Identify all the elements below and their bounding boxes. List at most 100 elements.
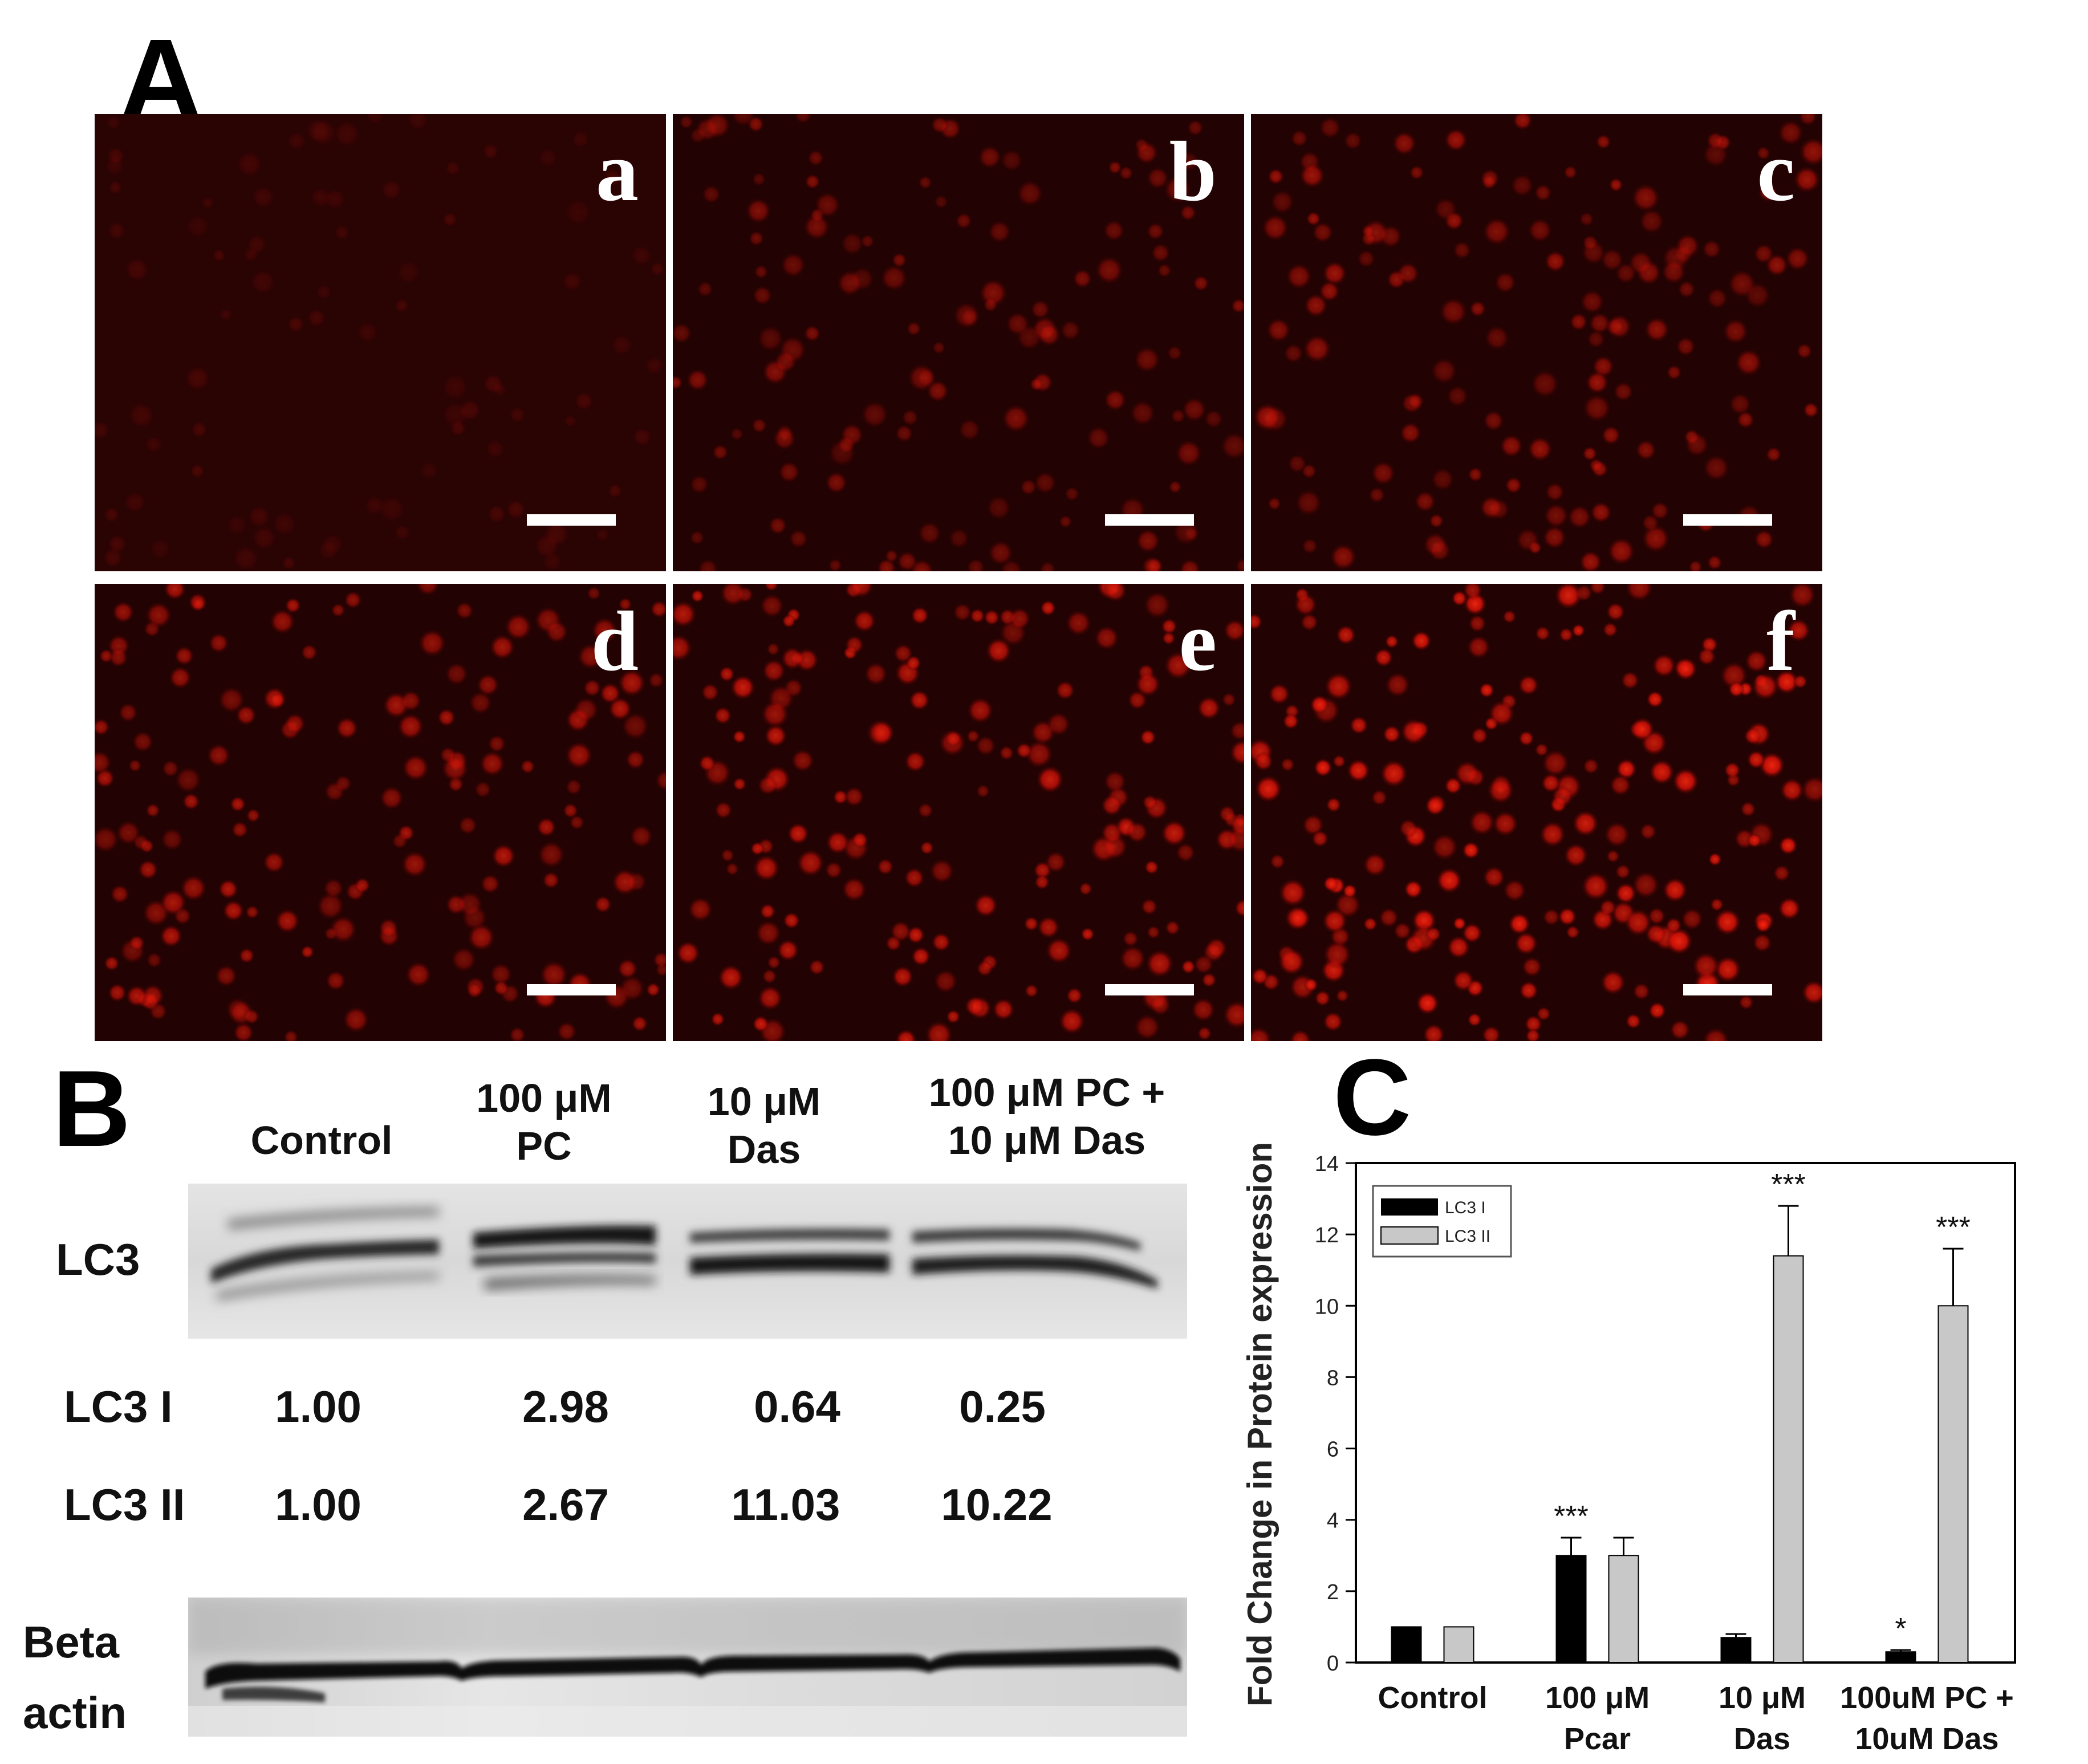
fluorescent-cell — [1322, 261, 1347, 286]
fluorescent-cell — [745, 197, 772, 225]
fluorescent-cell — [957, 418, 981, 441]
fluorescent-cell — [1785, 246, 1811, 271]
fluorescent-cell — [417, 628, 447, 658]
fluorescent-cell — [487, 734, 507, 754]
fluorescent-cell — [1411, 630, 1432, 652]
fluorescent-cell — [1191, 997, 1216, 1023]
fluorescent-cell — [719, 584, 748, 607]
fluorescent-cell — [107, 221, 127, 241]
bar-lc3-i-3 — [1885, 1651, 1916, 1664]
fluorescent-cell — [917, 521, 942, 546]
fluorescent-cell — [909, 558, 935, 571]
fluorescent-cell — [1579, 289, 1605, 315]
fluorescent-cell — [1452, 969, 1475, 992]
fluorescent-cell — [1589, 584, 1607, 596]
fluorescent-cell — [1481, 1025, 1501, 1041]
fluorescent-cell — [1508, 912, 1531, 936]
fluorescent-cell — [701, 184, 721, 205]
fluorescent-cell — [1119, 945, 1147, 973]
fluorescent-cell — [1229, 720, 1244, 742]
fluorescent-cell — [655, 769, 666, 791]
fluorescent-cell — [323, 877, 344, 899]
fluorescent-cell — [125, 985, 149, 1008]
fluorescent-cell — [444, 661, 469, 686]
fluorescent-cell — [1181, 959, 1196, 974]
fluorescent-cell — [1197, 1026, 1212, 1041]
fluorescent-cell — [1542, 525, 1567, 550]
fluorescent-cell — [618, 597, 632, 612]
quant-lc3-i-das: 0.64 — [754, 1381, 840, 1432]
fluorescent-cell — [218, 307, 233, 322]
fluorescent-cell — [732, 729, 747, 744]
fluorescent-cell — [285, 597, 302, 614]
fluorescent-cell — [1599, 899, 1617, 917]
fluorescent-cell — [1039, 600, 1057, 616]
y-tick-label: 4 — [1327, 1509, 1339, 1533]
fluorescent-cell — [393, 523, 411, 541]
fluorescent-cell — [1722, 318, 1749, 345]
fluorescent-cell — [1603, 821, 1631, 848]
fluorescent-cell — [1630, 717, 1655, 742]
fluorescent-cell — [262, 686, 287, 711]
y-tick-label: 12 — [1315, 1224, 1339, 1247]
y-tick-label: 6 — [1327, 1438, 1339, 1462]
beta-actin-western-blot — [188, 1598, 1187, 1737]
fluorescent-cell — [891, 252, 907, 268]
fluorescent-cell — [1039, 560, 1057, 571]
fluorescent-cell — [1527, 217, 1553, 243]
fluorescent-cell — [673, 375, 683, 391]
fluorescent-cell — [629, 824, 653, 848]
fluorescent-cell — [316, 538, 340, 562]
fluorescent-cell — [1543, 502, 1570, 529]
fluorescent-cell — [954, 212, 973, 230]
fluorescent-cell — [1135, 670, 1161, 697]
fluorescent-cell — [163, 584, 186, 601]
fluorescent-cell — [1606, 314, 1632, 340]
fluorescent-cell — [1672, 767, 1700, 795]
fluorescent-cell — [1403, 879, 1423, 899]
quant-lc3-ii-control: 1.00 — [275, 1480, 361, 1530]
micrograph-letter: c — [1757, 124, 1795, 219]
micrograph-d-cells — [95, 584, 666, 1041]
fluorescent-cell — [1786, 618, 1811, 643]
fluorescent-cell — [649, 600, 666, 619]
fluorescent-cell — [356, 320, 379, 344]
fluorescent-cell — [594, 895, 612, 914]
fluorescent-cell — [1384, 672, 1411, 698]
fluorescent-cell — [904, 750, 927, 773]
fluorescent-cell — [1382, 725, 1402, 744]
fluorescent-cell — [1045, 937, 1073, 965]
fluorescent-cell — [1019, 478, 1038, 496]
fluorescent-cell — [576, 643, 604, 670]
fluorescent-cell — [766, 955, 781, 970]
fluorescent-cell — [992, 998, 1015, 1021]
fluorescent-cell — [1326, 796, 1342, 813]
fluorescent-cell — [1335, 989, 1350, 1003]
fluorescent-cell — [534, 533, 560, 559]
loading-label-line1: Beta — [23, 1617, 120, 1667]
fluorescent-cell — [1706, 287, 1729, 310]
fluorescent-cell — [128, 758, 142, 773]
fluorescent-cell — [377, 494, 407, 524]
fluorescent-cell — [1037, 322, 1062, 347]
fluorescent-cell — [1751, 672, 1780, 701]
fluorescent-cell — [95, 718, 110, 737]
fluorescent-cell — [564, 741, 594, 770]
fluorescent-cell — [1329, 543, 1358, 571]
fluorescent-cell — [1801, 979, 1822, 1006]
micrograph-b: b — [673, 114, 1244, 571]
fluorescent-cell — [212, 248, 226, 263]
fluorescent-cell — [1222, 999, 1244, 1030]
fluorescent-cell — [1565, 925, 1580, 940]
fluorescent-cell — [931, 932, 952, 952]
fluorescent-cell — [1370, 460, 1396, 486]
fluorescent-cell — [1588, 312, 1611, 335]
fluorescent-cell — [761, 968, 778, 985]
fluorescent-cell — [718, 665, 736, 682]
fluorescent-cell — [906, 320, 922, 337]
fluorescent-cell — [1160, 617, 1178, 635]
y-tick-label: 0 — [1327, 1652, 1339, 1676]
fluorescent-cell — [988, 220, 1012, 244]
fluorescent-cell — [1665, 917, 1683, 934]
fluorescent-cell — [1379, 759, 1408, 788]
